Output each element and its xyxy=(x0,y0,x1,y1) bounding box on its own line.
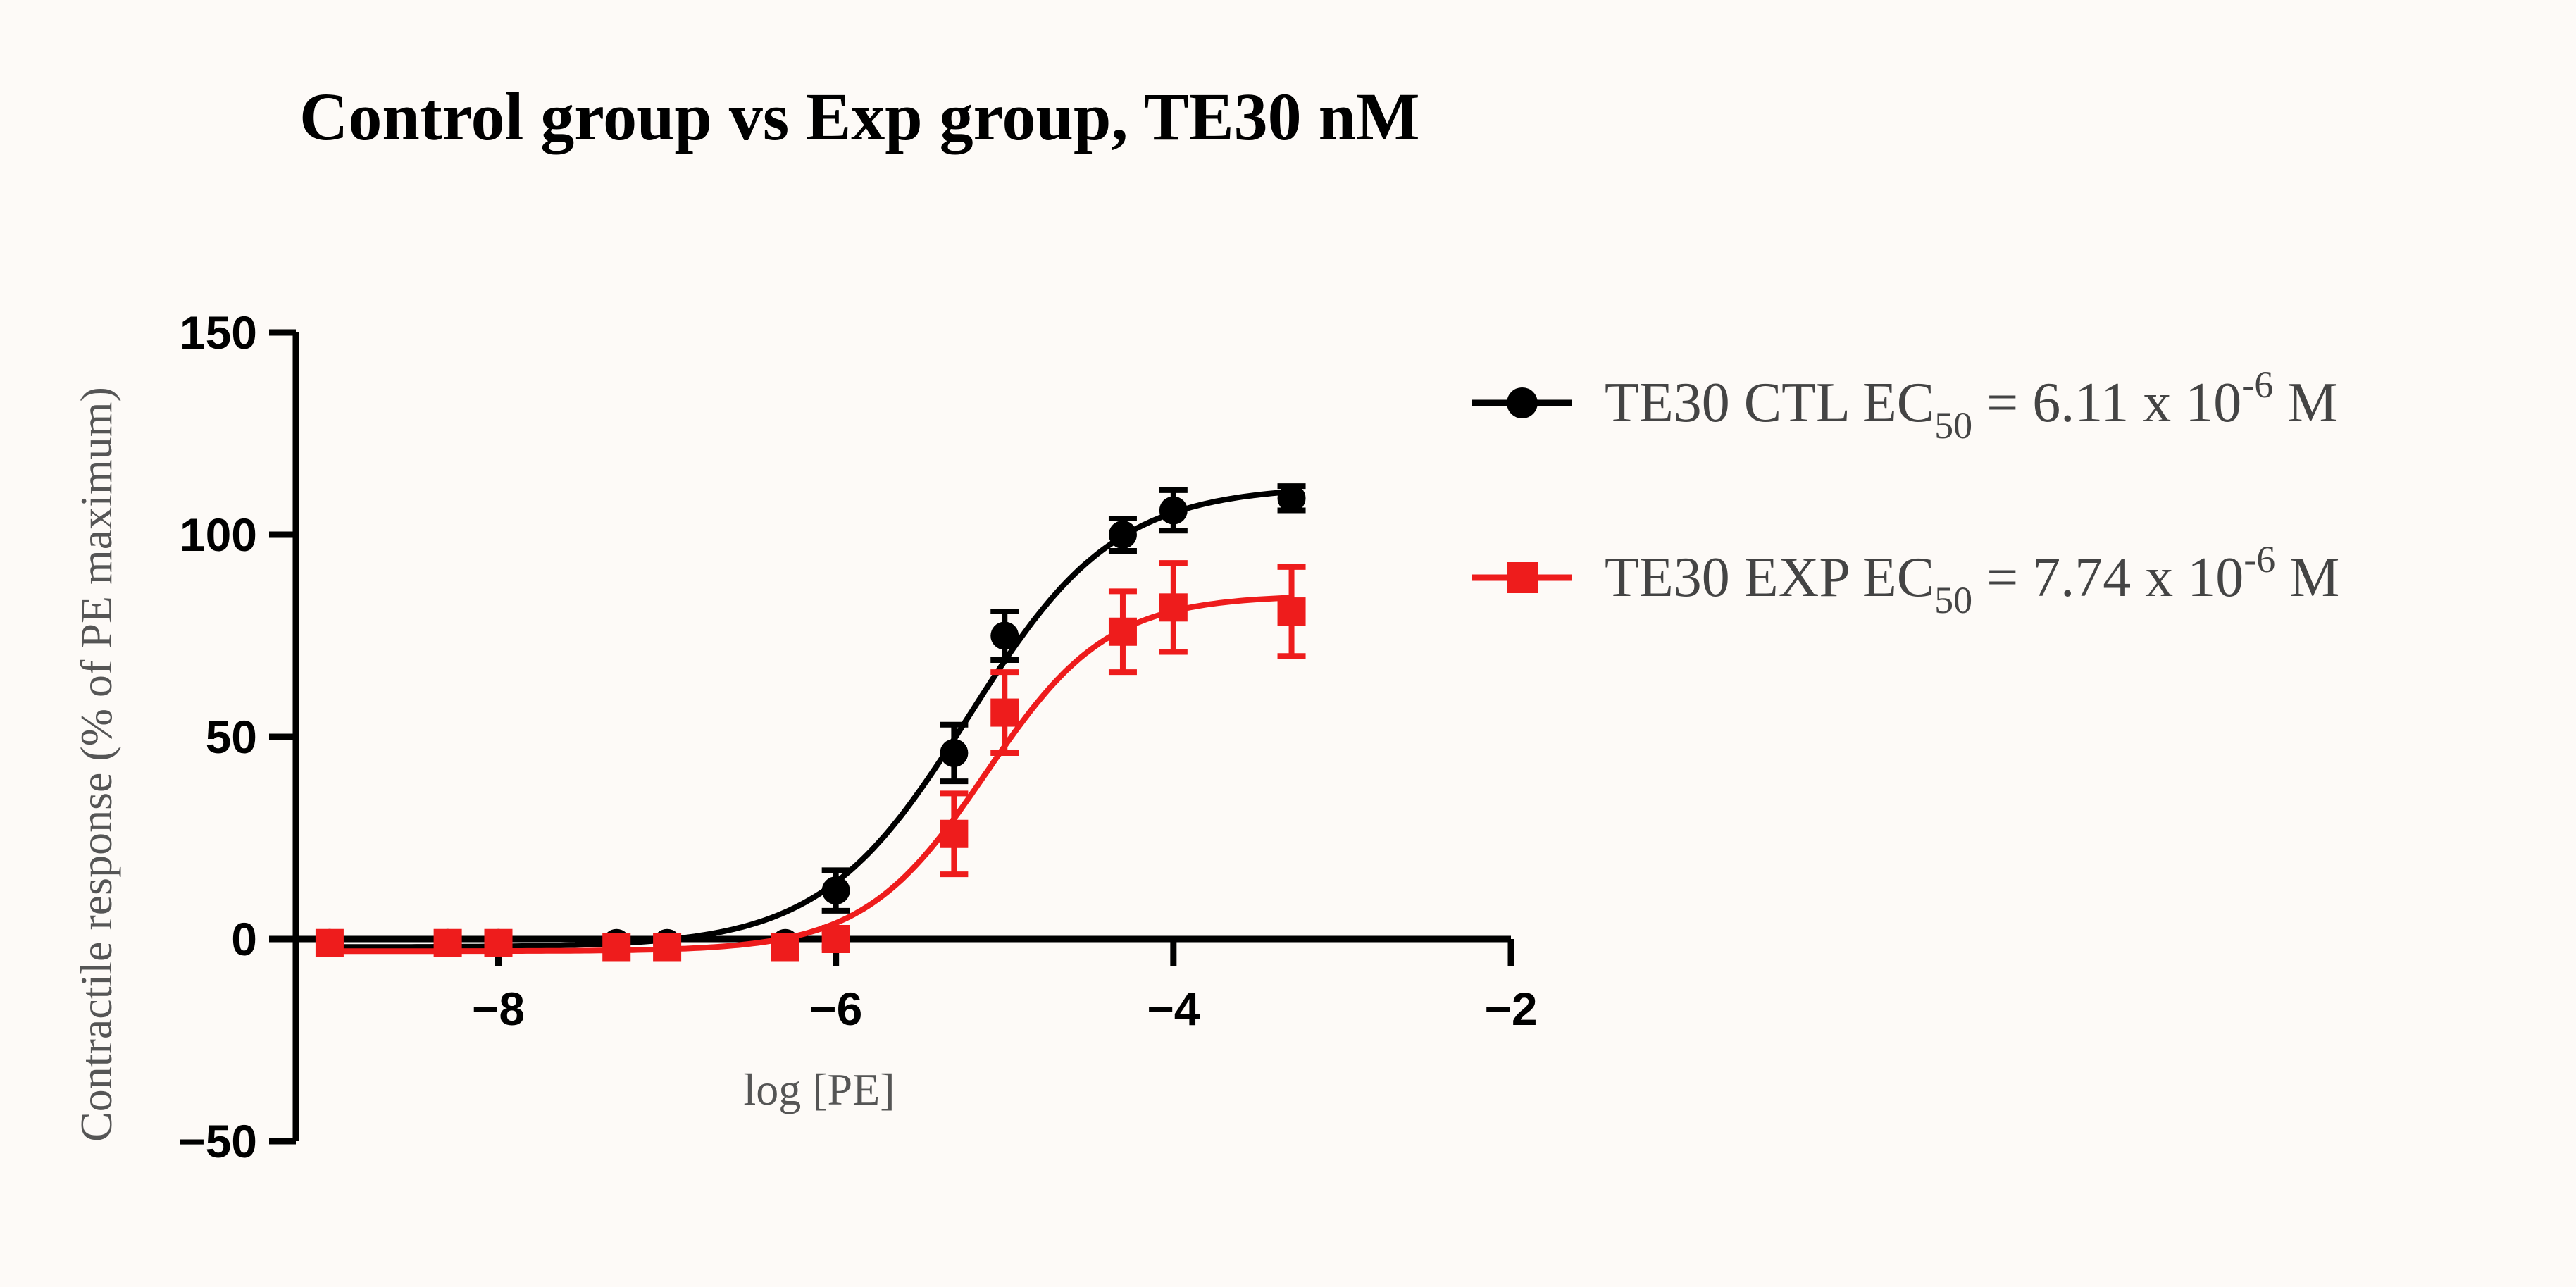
y-axis-label: Contractile response (% of PE maximum) xyxy=(71,387,121,1142)
legend-marker xyxy=(1507,562,1538,593)
legend-label-mid: = 7.74 x 10 xyxy=(1972,547,2244,609)
y-tick-label: 150 xyxy=(180,306,257,359)
legend-label-suffix: M xyxy=(2273,372,2337,434)
x-tick-label: −2 xyxy=(1484,983,1537,1035)
x-tick-label: −8 xyxy=(472,983,525,1035)
legend-label-prefix: TE30 CTL EC xyxy=(1605,372,1934,434)
y-tick-label: 100 xyxy=(180,509,257,561)
data-point-exp xyxy=(1159,593,1188,622)
data-point-ctl xyxy=(1159,496,1188,525)
legend-label: TE30 EXP EC50 = 7.74 x 10-6 M xyxy=(1605,538,2339,621)
data-point-exp xyxy=(433,928,462,957)
y-tick-label: 0 xyxy=(231,913,257,965)
data-point-exp xyxy=(771,933,799,962)
data-point-exp xyxy=(821,925,850,953)
x-axis-label: log [PE] xyxy=(743,1064,895,1114)
legend-label-sub: 50 xyxy=(1934,579,1972,621)
data-point-ctl xyxy=(821,876,850,905)
data-point-ctl xyxy=(1277,484,1306,513)
error-bars xyxy=(771,483,1306,958)
legend-label-mid: = 6.11 x 10 xyxy=(1972,372,2241,434)
fit-curves xyxy=(329,489,1292,955)
ticks: −50 0 50 100 150 −8 −6 −4 −2 xyxy=(178,306,1538,1167)
x-tick-label: −6 xyxy=(809,983,862,1035)
legend-label: TE30 CTL EC50 = 6.11 x 10-6 M xyxy=(1605,363,2337,447)
legend-item-exp: TE30 EXP EC50 = 7.74 x 10-6 M xyxy=(1472,538,2339,621)
x-tick-label: −4 xyxy=(1147,983,1200,1035)
legend-label-sub: 50 xyxy=(1934,404,1972,447)
data-point-exp xyxy=(990,698,1019,727)
data-point-exp xyxy=(484,928,513,957)
legend-label-suffix: M xyxy=(2275,547,2339,609)
legend-label-sup: -6 xyxy=(2244,538,2275,580)
legend-marker xyxy=(1507,387,1538,418)
legend-label-prefix: TE30 EXP EC xyxy=(1605,547,1934,609)
data-point-ctl xyxy=(940,738,969,767)
data-point-exp xyxy=(940,819,969,848)
data-markers xyxy=(315,484,1306,962)
data-point-exp xyxy=(1108,617,1137,646)
data-point-exp xyxy=(315,928,344,957)
y-tick-label: −50 xyxy=(178,1115,257,1167)
fit-curve-ctl xyxy=(329,489,1292,950)
data-point-exp xyxy=(602,933,631,962)
legend-item-ctl: TE30 CTL EC50 = 6.11 x 10-6 M xyxy=(1472,363,2337,447)
legend-label-sup: -6 xyxy=(2241,363,2273,406)
data-point-exp xyxy=(653,933,682,962)
y-tick-label: 50 xyxy=(206,711,257,763)
data-point-ctl xyxy=(990,621,1019,650)
data-point-exp xyxy=(1277,597,1306,626)
data-point-ctl xyxy=(1108,521,1137,549)
chart-title: Control group vs Exp group, TE30 nM xyxy=(299,79,1420,154)
